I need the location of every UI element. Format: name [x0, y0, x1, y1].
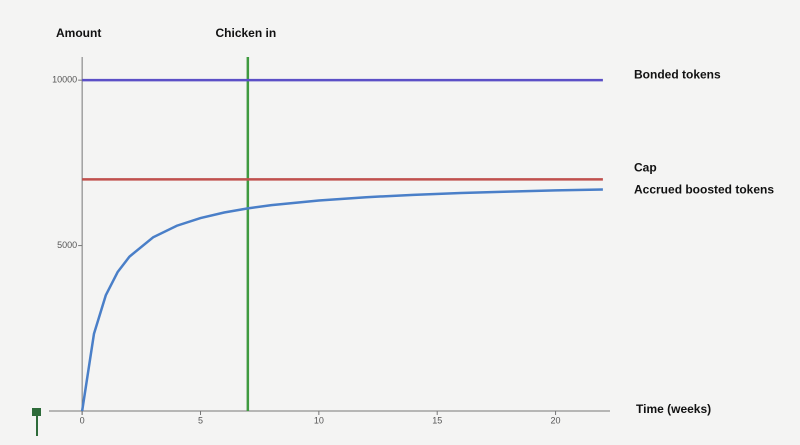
x-tick-label: 5	[198, 415, 203, 425]
y-tick-label: 10000	[52, 75, 77, 85]
series-label: Cap	[634, 161, 657, 175]
series-label: Accrued boosted tokens	[634, 183, 774, 197]
series-label: Bonded tokens	[634, 67, 721, 81]
y-tick-label: 5000	[57, 240, 77, 250]
x-tick-label: 15	[432, 415, 442, 425]
x-axis-label: Time (weeks)	[636, 402, 711, 416]
x-tick-label: 10	[314, 415, 324, 425]
x-tick-label: 0	[80, 415, 85, 425]
y-axis-label: Amount	[56, 26, 101, 40]
icon	[32, 408, 41, 416]
x-tick-label: 20	[551, 415, 561, 425]
vertical-marker-label: Chicken in	[215, 26, 276, 40]
series-line	[80, 188, 603, 412]
